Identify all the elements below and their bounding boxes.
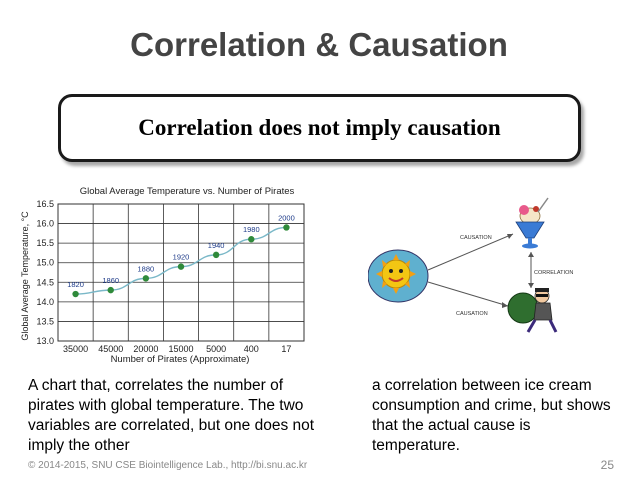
- x-tick-labels: 35000 45000 20000 15000 5000 400 17: [63, 344, 291, 354]
- x-tick-label: 35000: [63, 344, 88, 354]
- plot-frame: [57, 203, 305, 342]
- chart-area: Global Average Temperature vs. Number of…: [0, 180, 320, 370]
- y-tick-label: 13.0: [36, 336, 54, 346]
- causation-label-top: CAUSATION: [460, 235, 492, 241]
- x-tick-label: 17: [281, 344, 291, 354]
- data-label: 1940: [208, 241, 225, 250]
- arrow-to-crime: [427, 281, 509, 307]
- y-tick-label: 15.0: [36, 258, 54, 268]
- page-number: 25: [600, 458, 614, 472]
- y-tick-label: 16.5: [36, 199, 54, 209]
- y-axis-label: Global Average Temperature, °C: [20, 211, 30, 341]
- x-tick-label: 400: [244, 344, 259, 354]
- series-points: [72, 224, 290, 298]
- data-point: [177, 263, 185, 270]
- chart-grid: [57, 203, 305, 342]
- data-label: 1920: [173, 253, 190, 262]
- ice-cream-icon: [515, 197, 549, 249]
- x-axis-label: Number of Pirates (Approximate): [111, 354, 250, 365]
- y-tick-label: 15.5: [36, 238, 54, 248]
- data-point: [107, 286, 114, 294]
- y-tick-labels: 13.0 13.5 14.0 14.5 15.0 15.5 16.0 16.5: [36, 199, 54, 346]
- pirates-temperature-chart: Global Average Temperature vs. Number of…: [20, 186, 305, 365]
- icecream-crime-illustration: CAUSATION CORRELATION CAUSATION: [367, 196, 578, 336]
- x-tick-label: 45000: [98, 344, 123, 354]
- data-point: [72, 290, 79, 298]
- data-point: [142, 275, 150, 282]
- causation-label-bottom: CAUSATION: [456, 311, 488, 317]
- data-label: 1860: [102, 276, 119, 285]
- data-point: [248, 236, 255, 243]
- footer-copyright: © 2014-2015, SNU CSE Biointelligence Lab…: [28, 460, 308, 471]
- y-tick-label: 14.0: [36, 297, 54, 307]
- data-label: 1820: [67, 280, 84, 289]
- y-tick-label: 14.5: [36, 277, 54, 287]
- data-label: 2000: [278, 213, 295, 222]
- x-tick-label: 20000: [133, 344, 158, 354]
- x-tick-label: 15000: [168, 344, 193, 354]
- sun-icon: [367, 249, 429, 303]
- correlation-label: CORRELATION: [534, 270, 573, 276]
- caption-left: A chart that, correlates the number of p…: [28, 377, 315, 454]
- data-point: [212, 251, 220, 259]
- chart-title: Global Average Temperature vs. Number of…: [80, 186, 295, 197]
- point-year-labels: 1820 1860 1880 1920 1940 1980 2000: [67, 213, 295, 289]
- callout-text: Correlation does not imply causation: [138, 115, 501, 140]
- causation-diagram: CAUSATION CORRELATION CAUSATION: [367, 197, 573, 333]
- y-tick-label: 13.5: [36, 316, 54, 326]
- caption-right: a correlation between ice cream consumpt…: [372, 377, 611, 454]
- x-tick-label: 5000: [206, 344, 226, 354]
- callout-box: Correlation does not imply causation: [58, 94, 581, 162]
- arrow-to-icecream: [427, 233, 514, 271]
- burglar-icon: [507, 288, 558, 333]
- data-label: 1980: [243, 225, 260, 234]
- slide-title: Correlation & Causation: [130, 26, 508, 63]
- data-label: 1880: [138, 264, 155, 273]
- data-point: [283, 224, 290, 231]
- y-tick-label: 16.0: [36, 219, 54, 229]
